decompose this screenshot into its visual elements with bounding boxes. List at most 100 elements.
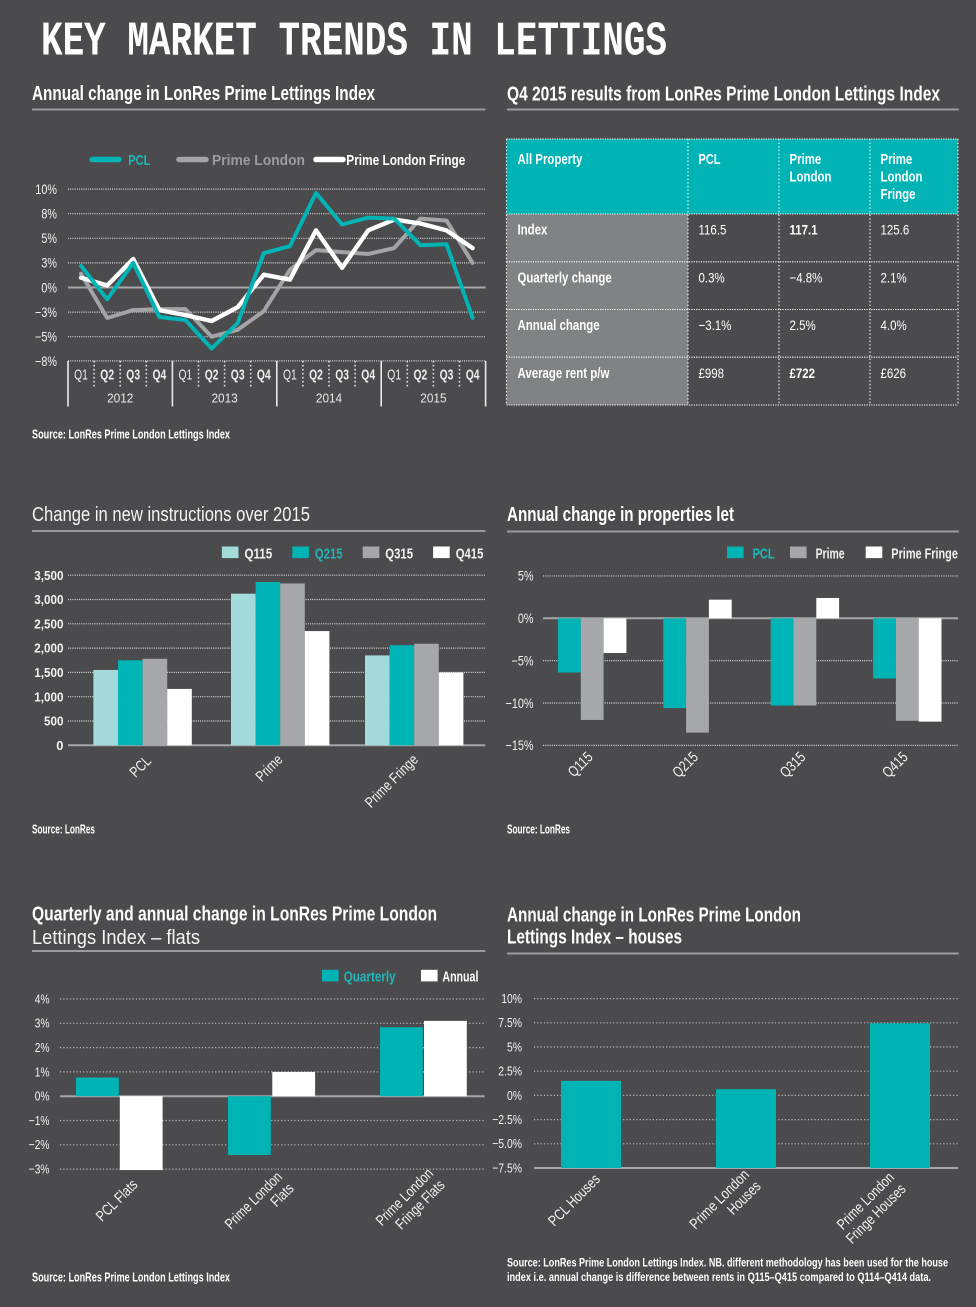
svg-text:Prime: Prime [881, 152, 913, 168]
svg-text:−4.8%: −4.8% [790, 269, 823, 285]
svg-text:Q115: Q115 [245, 546, 273, 563]
svg-text:KEY MARKET TRENDS IN LETTINGS: KEY MARKET TRENDS IN LETTINGS [41, 16, 667, 70]
svg-text:−2.5%: −2.5% [492, 1112, 522, 1127]
svg-text:Q3: Q3 [126, 368, 140, 384]
svg-text:4.0%: 4.0% [881, 317, 907, 333]
svg-text:Q2: Q2 [414, 368, 428, 384]
svg-text:3%: 3% [35, 1016, 50, 1031]
svg-text:Q3: Q3 [440, 368, 454, 384]
svg-text:8%: 8% [41, 207, 57, 222]
svg-text:−15%: −15% [506, 738, 534, 753]
svg-text:Lettings Index – flats: Lettings Index – flats [32, 927, 200, 949]
svg-text:5%: 5% [41, 231, 57, 246]
svg-text:0: 0 [56, 738, 63, 753]
svg-text:All Property: All Property [518, 152, 583, 168]
svg-text:Source: LonRes Prime London Le: Source: LonRes Prime London Lettings Ind… [507, 1258, 948, 1270]
svg-text:Q1: Q1 [74, 368, 88, 384]
svg-text:Annual change: Annual change [518, 318, 600, 334]
svg-text:2.5%: 2.5% [498, 1064, 522, 1079]
svg-text:2,000: 2,000 [34, 641, 63, 656]
svg-text:index i.e. annual change is di: index i.e. annual change is difference b… [507, 1272, 931, 1284]
svg-text:Annual change in properties le: Annual change in properties let [507, 504, 734, 526]
svg-text:2013: 2013 [212, 391, 238, 405]
svg-text:Q1: Q1 [179, 368, 193, 384]
svg-text:−5%: −5% [35, 330, 57, 345]
svg-text:3,500: 3,500 [34, 568, 63, 583]
svg-text:0.3%: 0.3% [699, 269, 725, 285]
svg-text:PCL: PCL [753, 546, 775, 563]
svg-text:Q315: Q315 [385, 546, 413, 563]
svg-text:Q4: Q4 [153, 368, 167, 384]
svg-text:−3%: −3% [35, 305, 57, 320]
svg-text:Annual change in LonRes Prime: Annual change in LonRes Prime London [507, 905, 801, 927]
svg-text:2015: 2015 [420, 391, 446, 405]
svg-text:Prime Fringe: Prime Fringe [891, 546, 958, 563]
svg-text:Q2: Q2 [205, 368, 219, 384]
svg-text:7.5%: 7.5% [498, 1015, 522, 1030]
svg-text:PCL: PCL [699, 152, 721, 168]
svg-text:3,000: 3,000 [34, 592, 63, 607]
svg-text:116.5: 116.5 [699, 222, 727, 238]
svg-text:−3.1%: −3.1% [699, 317, 732, 333]
svg-text:1,500: 1,500 [34, 665, 63, 680]
svg-text:−3%: −3% [29, 1162, 50, 1177]
svg-text:10%: 10% [35, 182, 57, 197]
svg-text:2.1%: 2.1% [881, 269, 907, 285]
svg-text:−7.5%: −7.5% [492, 1160, 522, 1175]
svg-text:125.6: 125.6 [881, 222, 910, 238]
svg-text:1%: 1% [35, 1064, 50, 1079]
svg-text:Prime London Fringe: Prime London Fringe [346, 152, 465, 169]
svg-text:Q4: Q4 [257, 368, 271, 384]
svg-text:Q2: Q2 [309, 368, 323, 384]
svg-text:PCL: PCL [128, 152, 150, 169]
svg-text:Annual: Annual [442, 970, 478, 986]
svg-text:Q1: Q1 [387, 368, 401, 384]
svg-text:£722: £722 [790, 365, 816, 381]
svg-text:−5.0%: −5.0% [492, 1136, 522, 1151]
svg-text:Q415: Q415 [456, 546, 484, 563]
svg-text:Source: LonRes: Source: LonRes [32, 823, 95, 837]
svg-text:Fringe: Fringe [881, 187, 916, 203]
svg-text:Quarterly: Quarterly [344, 970, 396, 986]
svg-text:3%: 3% [41, 256, 57, 271]
svg-text:Q4 2015 results from LonRes Pr: Q4 2015 results from LonRes Prime London… [507, 84, 940, 106]
svg-text:London: London [881, 170, 923, 186]
svg-text:Q3: Q3 [231, 368, 245, 384]
svg-text:Q3: Q3 [335, 368, 349, 384]
svg-text:0%: 0% [41, 280, 57, 295]
svg-text:Average rent p/w: Average rent p/w [518, 366, 610, 382]
svg-text:2.5%: 2.5% [790, 317, 816, 333]
svg-text:−5%: −5% [512, 653, 534, 668]
svg-text:5%: 5% [507, 1039, 522, 1054]
svg-text:Q1: Q1 [283, 368, 297, 384]
svg-text:2%: 2% [35, 1040, 50, 1055]
svg-text:London: London [790, 170, 832, 186]
svg-text:Annual change in LonRes Prime: Annual change in LonRes Prime Lettings I… [32, 83, 375, 105]
svg-text:Quarterly change: Quarterly change [518, 270, 612, 286]
svg-text:Q4: Q4 [466, 368, 480, 384]
svg-text:0%: 0% [507, 1088, 522, 1103]
svg-text:Index: Index [518, 223, 548, 239]
svg-text:2012: 2012 [107, 391, 133, 405]
svg-text:Source: LonRes Prime London Le: Source: LonRes Prime London Lettings Ind… [32, 1271, 230, 1285]
svg-text:0%: 0% [518, 611, 534, 626]
svg-text:Change in new instructions ove: Change in new instructions over 2015 [32, 504, 310, 526]
svg-text:Prime London: Prime London [212, 152, 305, 169]
svg-text:Source: LonRes: Source: LonRes [507, 823, 570, 837]
svg-text:£998: £998 [699, 365, 725, 381]
svg-text:Source: LonRes Prime London Le: Source: LonRes Prime London Lettings Ind… [32, 428, 230, 442]
svg-text:5%: 5% [518, 569, 534, 584]
svg-text:−2%: −2% [29, 1137, 50, 1152]
svg-text:−10%: −10% [506, 696, 534, 711]
svg-text:10%: 10% [501, 991, 522, 1006]
svg-text:Quarterly and annual change in: Quarterly and annual change in LonRes Pr… [32, 904, 437, 926]
svg-text:2,500: 2,500 [34, 616, 63, 631]
svg-text:−1%: −1% [29, 1113, 50, 1128]
svg-text:Q2: Q2 [100, 368, 114, 384]
svg-text:4%: 4% [35, 991, 50, 1006]
svg-text:Q215: Q215 [315, 546, 343, 563]
svg-text:2014: 2014 [316, 391, 342, 405]
svg-text:Prime: Prime [816, 546, 845, 563]
svg-text:117.1: 117.1 [790, 222, 818, 238]
svg-text:1,000: 1,000 [34, 689, 63, 704]
